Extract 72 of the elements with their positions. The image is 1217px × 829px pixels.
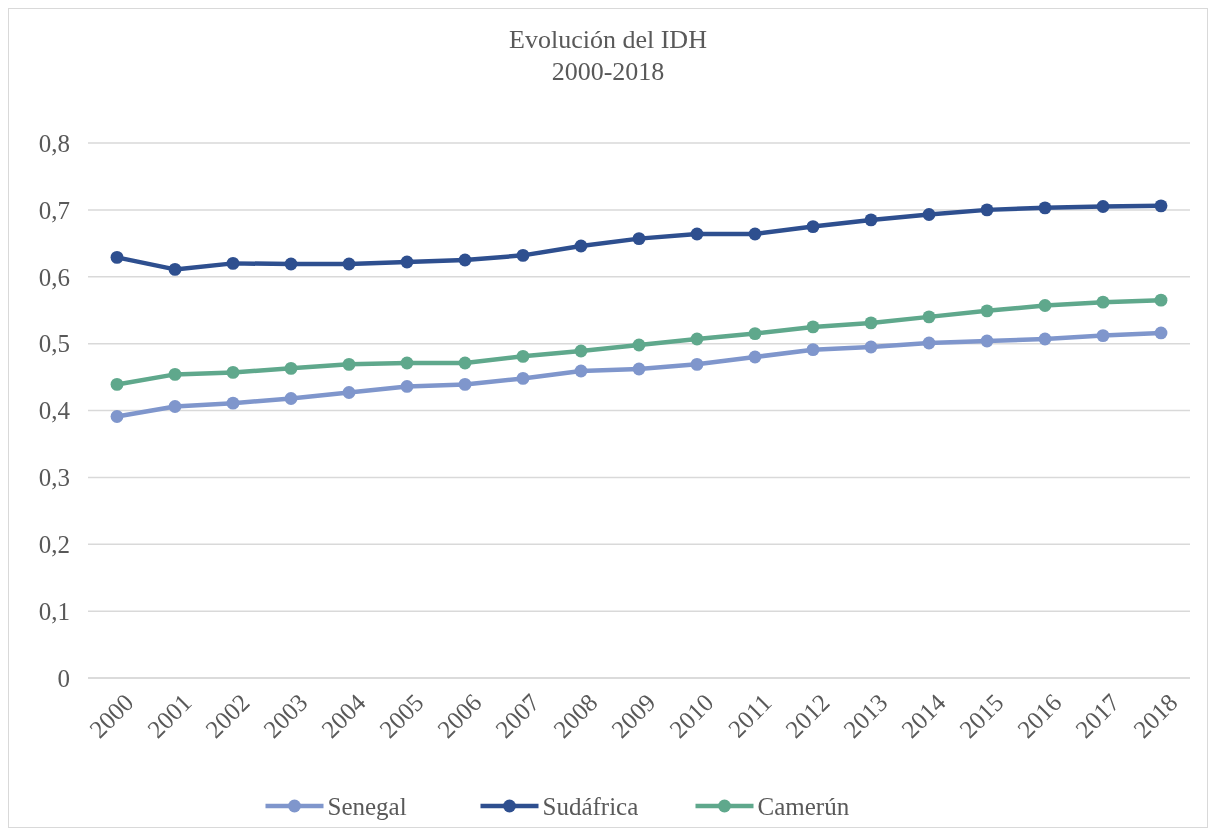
point	[110, 378, 124, 391]
point	[1154, 199, 1168, 213]
point	[864, 316, 878, 330]
point	[458, 253, 472, 267]
legend-label: Senegal	[327, 792, 407, 820]
point	[748, 350, 762, 364]
legend-label: Camerún	[757, 792, 850, 820]
point	[400, 380, 414, 393]
point	[748, 227, 762, 241]
point	[690, 227, 704, 241]
point	[574, 364, 588, 378]
point	[1154, 326, 1168, 340]
point	[1038, 201, 1052, 215]
point	[806, 320, 820, 334]
y-tick-label: 0,6	[38, 263, 70, 291]
point	[516, 248, 530, 262]
point	[748, 327, 762, 341]
point	[400, 255, 414, 269]
point	[690, 332, 704, 346]
point	[284, 361, 298, 375]
point	[632, 338, 646, 352]
point	[574, 239, 588, 253]
point	[1096, 295, 1110, 309]
point	[922, 336, 936, 350]
point	[1096, 200, 1110, 213]
point	[980, 334, 994, 348]
point	[458, 356, 472, 370]
y-tick-label: 0,3	[38, 464, 70, 492]
point	[284, 392, 298, 405]
point	[864, 213, 878, 227]
legend-label: Sudáfrica	[542, 792, 639, 820]
point	[1038, 332, 1052, 346]
point	[516, 371, 530, 385]
point	[1154, 293, 1168, 307]
point	[1038, 299, 1052, 312]
y-tick-label: 0,7	[38, 196, 70, 224]
point	[168, 400, 182, 413]
point	[110, 250, 124, 264]
y-tick-label: 0,8	[38, 129, 70, 157]
point	[806, 343, 820, 357]
y-tick-label: 0,4	[38, 397, 71, 425]
y-tick-label: 0,5	[38, 330, 70, 358]
point	[400, 356, 414, 370]
point	[1096, 329, 1110, 343]
point	[168, 262, 182, 276]
point	[690, 357, 704, 371]
point	[980, 304, 994, 318]
point	[342, 386, 356, 399]
point	[980, 203, 994, 217]
point	[922, 208, 936, 221]
point	[632, 362, 646, 376]
y-tick-label: 0	[57, 664, 70, 692]
point	[284, 257, 298, 271]
chart-subtitle: 2000-2018	[551, 57, 665, 86]
point	[864, 340, 878, 354]
point	[458, 378, 472, 391]
point	[226, 396, 240, 410]
point	[574, 344, 588, 358]
point	[226, 256, 240, 270]
point	[632, 232, 646, 246]
point	[516, 349, 530, 363]
point	[342, 257, 356, 271]
chart-title: Evolución del IDH	[509, 25, 708, 54]
point	[226, 365, 240, 379]
x-tick-label: 2011	[722, 688, 777, 743]
point	[110, 410, 124, 423]
point	[342, 357, 356, 371]
point	[922, 310, 936, 324]
y-tick-label: 0,1	[38, 597, 70, 625]
point	[168, 367, 182, 381]
point	[806, 220, 820, 234]
y-tick-label: 0,2	[38, 531, 70, 558]
